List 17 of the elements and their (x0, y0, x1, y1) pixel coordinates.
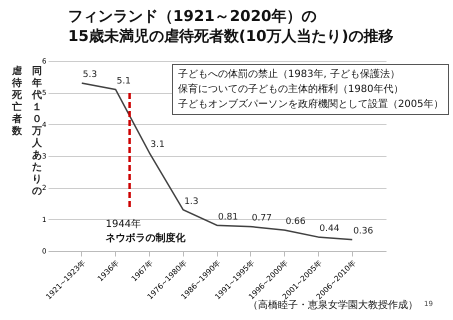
chart-title: フィンランド（1921～2020年）の 15歳未満児の虐待死者数(10万人当たり)の推移 (68, 6, 394, 46)
data-label: 0.44 (319, 224, 340, 234)
data-label: 0.66 (286, 217, 306, 228)
data-label: 0.81 (218, 212, 238, 222)
data-label: 3.1 (150, 140, 165, 150)
annotation: 保育についての子どもの主体的権利（1980年代） (178, 82, 404, 97)
text: 同年代１０万人あたりの虐待死亡者数 (12, 66, 42, 197)
ref-line-label: 1944年 (106, 218, 142, 230)
data-label: 0.36 (353, 226, 374, 237)
annotation: 子どもへの体罰の禁止（1983年, 子ども保護法） (178, 68, 401, 82)
data-label: 5.1 (116, 76, 131, 86)
data-label: 1.3 (184, 196, 199, 207)
annotation: 子どもオンブズパーソンを政府機関として設置（2005年） (178, 98, 444, 112)
annotation: ネウボラの制度化 (106, 232, 187, 244)
data-label: 0.77 (252, 214, 272, 224)
data-label: 5.3 (82, 70, 98, 80)
text: （高橋睦子・恵泉女学園大教授作成） (248, 300, 418, 312)
